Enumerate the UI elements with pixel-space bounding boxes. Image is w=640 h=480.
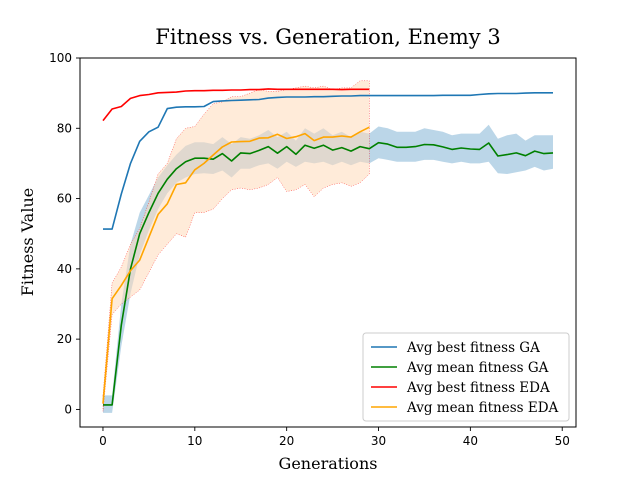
y-axis-ticks: 0 20 40 60 80 100 xyxy=(49,51,80,416)
legend-box xyxy=(362,332,570,422)
chart-title: Fitness vs. Generation, Enemy 3 xyxy=(155,25,500,49)
y-tick-label: 40 xyxy=(57,262,72,276)
y-tick-label: 20 xyxy=(57,332,72,346)
y-tick-label: 60 xyxy=(57,192,72,206)
x-tick-label: 0 xyxy=(99,434,107,448)
legend: Avg best fitness GA Avg mean fitness GA Av… xyxy=(362,332,570,422)
confidence-band-2 xyxy=(103,124,553,413)
series-line-3 xyxy=(102,88,370,122)
y-tick-label: 80 xyxy=(57,121,72,135)
x-tick-label: 40 xyxy=(463,434,478,448)
confidence-bands xyxy=(102,80,553,413)
x-tick-label: 20 xyxy=(279,434,294,448)
x-tick-label: 10 xyxy=(187,434,202,448)
y-tick-label: 100 xyxy=(49,51,72,65)
x-axis-label: Generations xyxy=(279,454,378,473)
y-tick-label: 0 xyxy=(64,402,72,416)
x-tick-label: 50 xyxy=(555,434,570,448)
legend-label-4: Avg mean fitness EDA xyxy=(406,400,559,416)
confidence-band-4 xyxy=(102,80,370,412)
series-line-4 xyxy=(102,126,370,404)
series-lines xyxy=(102,88,554,406)
y-axis-label: Fitness Value xyxy=(18,188,37,296)
legend-label-1: Avg best fitness GA xyxy=(406,340,540,356)
series-line-2 xyxy=(103,141,554,406)
plot-frame xyxy=(79,57,577,428)
series-line-1 xyxy=(103,92,553,230)
legend-label-2: Avg mean fitness GA xyxy=(406,360,549,376)
x-tick-label: 30 xyxy=(371,434,386,448)
legend-label-3: Avg best fitness EDA xyxy=(406,380,550,396)
x-axis-ticks: 0 10 20 30 40 50 xyxy=(99,427,570,448)
